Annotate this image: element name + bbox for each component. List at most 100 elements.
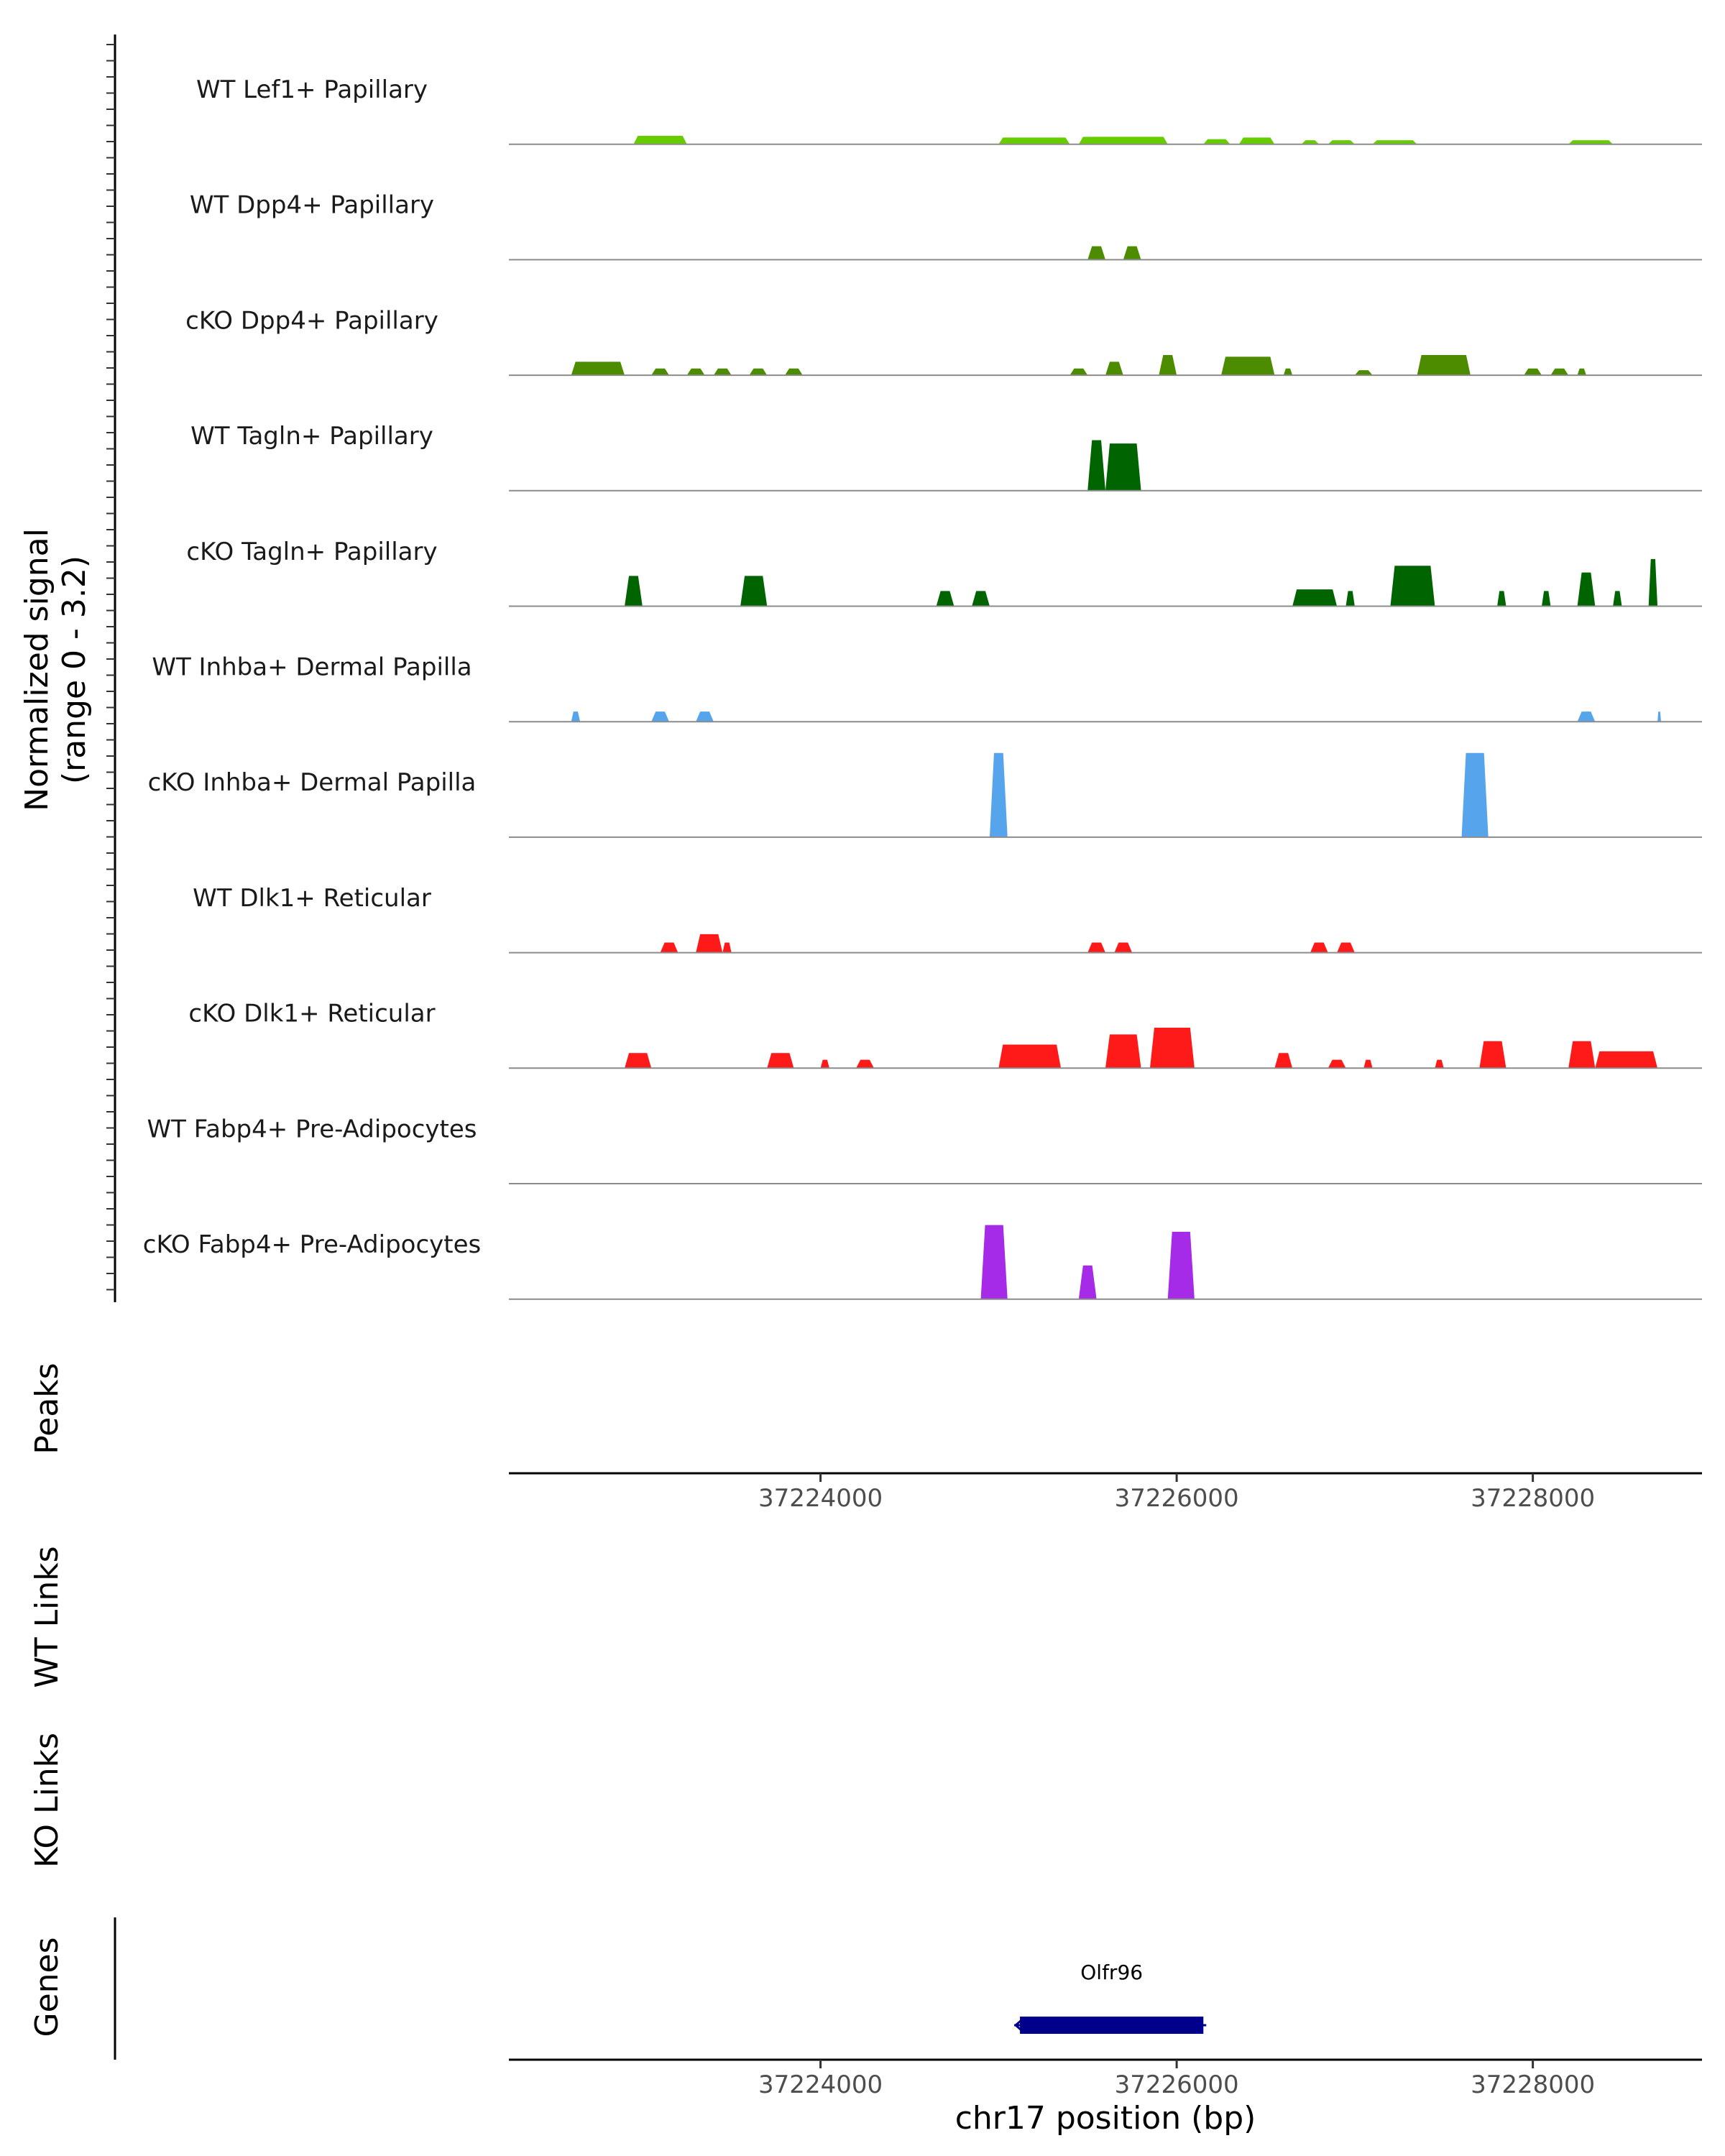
signal-area bbox=[1479, 1041, 1506, 1069]
track-label: cKO Tagln+ Papillary bbox=[186, 538, 437, 566]
signal-area bbox=[740, 576, 768, 607]
signal-area bbox=[1524, 368, 1542, 376]
signal-area bbox=[625, 576, 643, 607]
signal-area bbox=[1568, 140, 1614, 144]
signal-y-ticks bbox=[106, 44, 115, 1291]
signal-area bbox=[1149, 1028, 1195, 1069]
signal-area bbox=[1078, 1265, 1097, 1299]
peaks-label: Peaks bbox=[29, 1363, 65, 1454]
signal-ylabel-line2: (range 0 - 3.2) bbox=[56, 556, 93, 784]
genes-label: Genes bbox=[29, 1937, 65, 2037]
signal-area bbox=[1087, 440, 1105, 491]
signal-tracks: WT Lef1+ Papillary WT Dpp4+ Papillary cKO … bbox=[143, 75, 1702, 1300]
track-wt-dpp4-papillary: WT Dpp4+ Papillary bbox=[190, 191, 1702, 261]
track-label: cKO Dpp4+ Papillary bbox=[185, 306, 438, 335]
x-tick-label: 37228000 bbox=[1471, 2070, 1595, 2099]
track-label: WT Lef1+ Papillary bbox=[196, 75, 428, 104]
track-label: WT Tagln+ Papillary bbox=[190, 422, 433, 451]
wt-links-label: WT Links bbox=[29, 1546, 65, 1687]
signal-area bbox=[1417, 354, 1471, 376]
x-tick-label: 37226000 bbox=[1115, 2070, 1239, 2099]
signal-area bbox=[1159, 354, 1177, 376]
signal-area bbox=[767, 1053, 794, 1069]
signal-area bbox=[1301, 140, 1320, 144]
x-tick-label: 37224000 bbox=[758, 1484, 883, 1513]
track-label: WT Inhba+ Dermal Papilla bbox=[152, 653, 472, 682]
track-cko-dpp4-papillary: cKO Dpp4+ Papillary bbox=[185, 306, 1702, 377]
signal-area bbox=[1435, 1059, 1444, 1069]
genes-x-axis: 37224000 37226000 37228000 bbox=[758, 2060, 1595, 2099]
signal-area bbox=[1078, 137, 1168, 144]
signal-area bbox=[1577, 368, 1586, 376]
signal-area bbox=[1577, 572, 1596, 607]
signal-area bbox=[972, 591, 990, 607]
signal-area bbox=[696, 711, 714, 722]
signal-area bbox=[1390, 566, 1435, 607]
gene-olfr96: Olfr96 bbox=[1013, 1961, 1207, 2034]
signal-area bbox=[1568, 1041, 1596, 1069]
track-cko-fabp4-pre-adipocytes: cKO Fabp4+ Pre-Adipocytes bbox=[143, 1225, 1702, 1300]
signal-area bbox=[1577, 711, 1596, 722]
signal-area bbox=[1354, 370, 1373, 376]
signal-area bbox=[1283, 368, 1293, 376]
signal-area bbox=[1648, 558, 1658, 607]
track-cko-tagln-papillary: cKO Tagln+ Papillary bbox=[186, 538, 1702, 607]
signal-area bbox=[749, 368, 768, 376]
signal-area bbox=[1105, 361, 1123, 376]
signal-area bbox=[1105, 443, 1141, 491]
gene-label: Olfr96 bbox=[1080, 1961, 1143, 1984]
strand-arrow bbox=[1013, 2019, 1023, 2032]
signal-area bbox=[1238, 137, 1275, 144]
track-label: WT Fabp4+ Pre-Adipocytes bbox=[147, 1115, 477, 1143]
signal-area bbox=[625, 1053, 652, 1069]
gene-models: Olfr96 bbox=[1013, 1961, 1207, 2034]
signal-area bbox=[1461, 752, 1489, 837]
signal-area bbox=[1613, 591, 1622, 607]
signal-area bbox=[1070, 368, 1088, 376]
ko-links-label: KO Links bbox=[29, 1733, 65, 1868]
genes-panel: Genes Olfr96 37224000 37226000 37228000 bbox=[29, 1917, 1702, 2099]
signal-area bbox=[1363, 1059, 1373, 1069]
track-label: cKO Inhba+ Dermal Papilla bbox=[148, 768, 477, 797]
x-tick-label: 37228000 bbox=[1471, 1484, 1595, 1513]
signal-area bbox=[1372, 140, 1417, 144]
gene-exon bbox=[1020, 2017, 1204, 2034]
x-tick-label: 37226000 bbox=[1115, 1484, 1239, 1513]
track-wt-lef1-papillary: WT Lef1+ Papillary bbox=[196, 75, 1702, 145]
peaks-x-axis: 37224000 37226000 37228000 bbox=[758, 1473, 1595, 1513]
signal-area bbox=[1203, 139, 1230, 144]
signal-area bbox=[1123, 246, 1141, 260]
track-cko-inhba-dermal-papilla: cKO Inhba+ Dermal Papilla bbox=[148, 752, 1702, 838]
track-wt-fabp4-pre-adipocytes: WT Fabp4+ Pre-Adipocytes bbox=[147, 1115, 1702, 1184]
signal-area bbox=[696, 934, 723, 953]
x-axis-title: chr17 position (bp) bbox=[955, 2100, 1256, 2137]
signal-area bbox=[571, 711, 581, 722]
signal-area bbox=[980, 1225, 1008, 1299]
signal-area bbox=[1274, 1053, 1293, 1069]
signal-area bbox=[651, 711, 669, 722]
signal-ylabel-line1: Normalized signal bbox=[19, 528, 55, 811]
signal-area bbox=[1328, 1059, 1346, 1069]
signal-area bbox=[1657, 711, 1662, 722]
signal-area bbox=[660, 942, 678, 953]
signal-area bbox=[686, 368, 705, 376]
signal-area bbox=[1497, 591, 1506, 607]
signal-area bbox=[1310, 942, 1328, 953]
track-wt-tagln-papillary: WT Tagln+ Papillary bbox=[190, 422, 1702, 492]
signal-area bbox=[1292, 589, 1338, 607]
signal-area bbox=[1105, 1034, 1141, 1069]
x-tick-label: 37224000 bbox=[758, 2070, 883, 2099]
signal-area bbox=[1114, 942, 1133, 953]
signal-area bbox=[633, 135, 687, 144]
track-wt-inhba-dermal-papilla: WT Inhba+ Dermal Papilla bbox=[152, 653, 1702, 723]
signal-area bbox=[1595, 1051, 1658, 1069]
track-wt-dlk1-reticular: WT Dlk1+ Reticular bbox=[193, 884, 1702, 954]
signal-area bbox=[936, 591, 954, 607]
signal-area bbox=[820, 1059, 829, 1069]
track-cko-dlk1-reticular: cKO Dlk1+ Reticular bbox=[188, 1000, 1702, 1069]
signal-area bbox=[1542, 591, 1551, 607]
track-label: WT Dlk1+ Reticular bbox=[193, 884, 431, 913]
track-label: WT Dpp4+ Papillary bbox=[190, 191, 434, 220]
signal-area bbox=[1550, 368, 1569, 376]
signal-area bbox=[989, 752, 1008, 837]
